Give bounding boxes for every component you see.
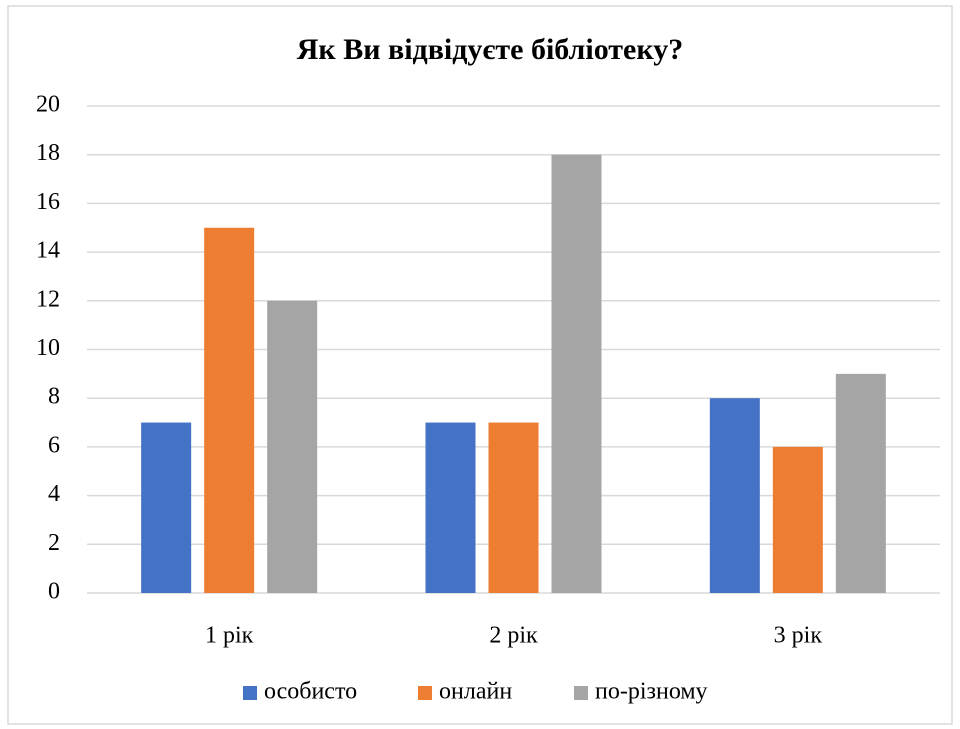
bar [772,446,823,593]
legend-swatch [574,686,588,700]
y-tick-label: 0 [48,579,60,605]
legend-label: онлайн [439,679,512,705]
chart-title: Як Ви відвідуєте бібліотеку? [297,33,683,66]
y-tick-label: 12 [36,286,60,312]
y-tick-label: 18 [36,140,60,166]
legend-label: особисто [264,679,357,705]
y-tick-label: 14 [36,238,60,264]
legend-swatch [243,686,257,700]
y-tick-label: 16 [36,189,60,215]
bar [204,227,255,593]
y-tick-label: 20 [36,92,60,118]
x-tick-label: 2 рік [489,623,538,649]
legend-label: по-різному [595,679,708,705]
bar [141,422,192,593]
y-tick-label: 6 [48,432,60,458]
bar [709,398,760,593]
x-tick-label: 3 рік [774,623,823,649]
bar [551,154,602,593]
x-tick-label: 1 рік [205,623,254,649]
y-tick-label: 10 [36,335,60,361]
chart-border [7,5,953,725]
bar [488,422,539,593]
y-tick-label: 4 [48,481,60,507]
bar [267,300,318,593]
y-tick-label: 8 [48,384,60,410]
y-tick-label: 2 [48,530,60,556]
legend-swatch [418,686,432,700]
bar [835,373,886,593]
bar [425,422,476,593]
